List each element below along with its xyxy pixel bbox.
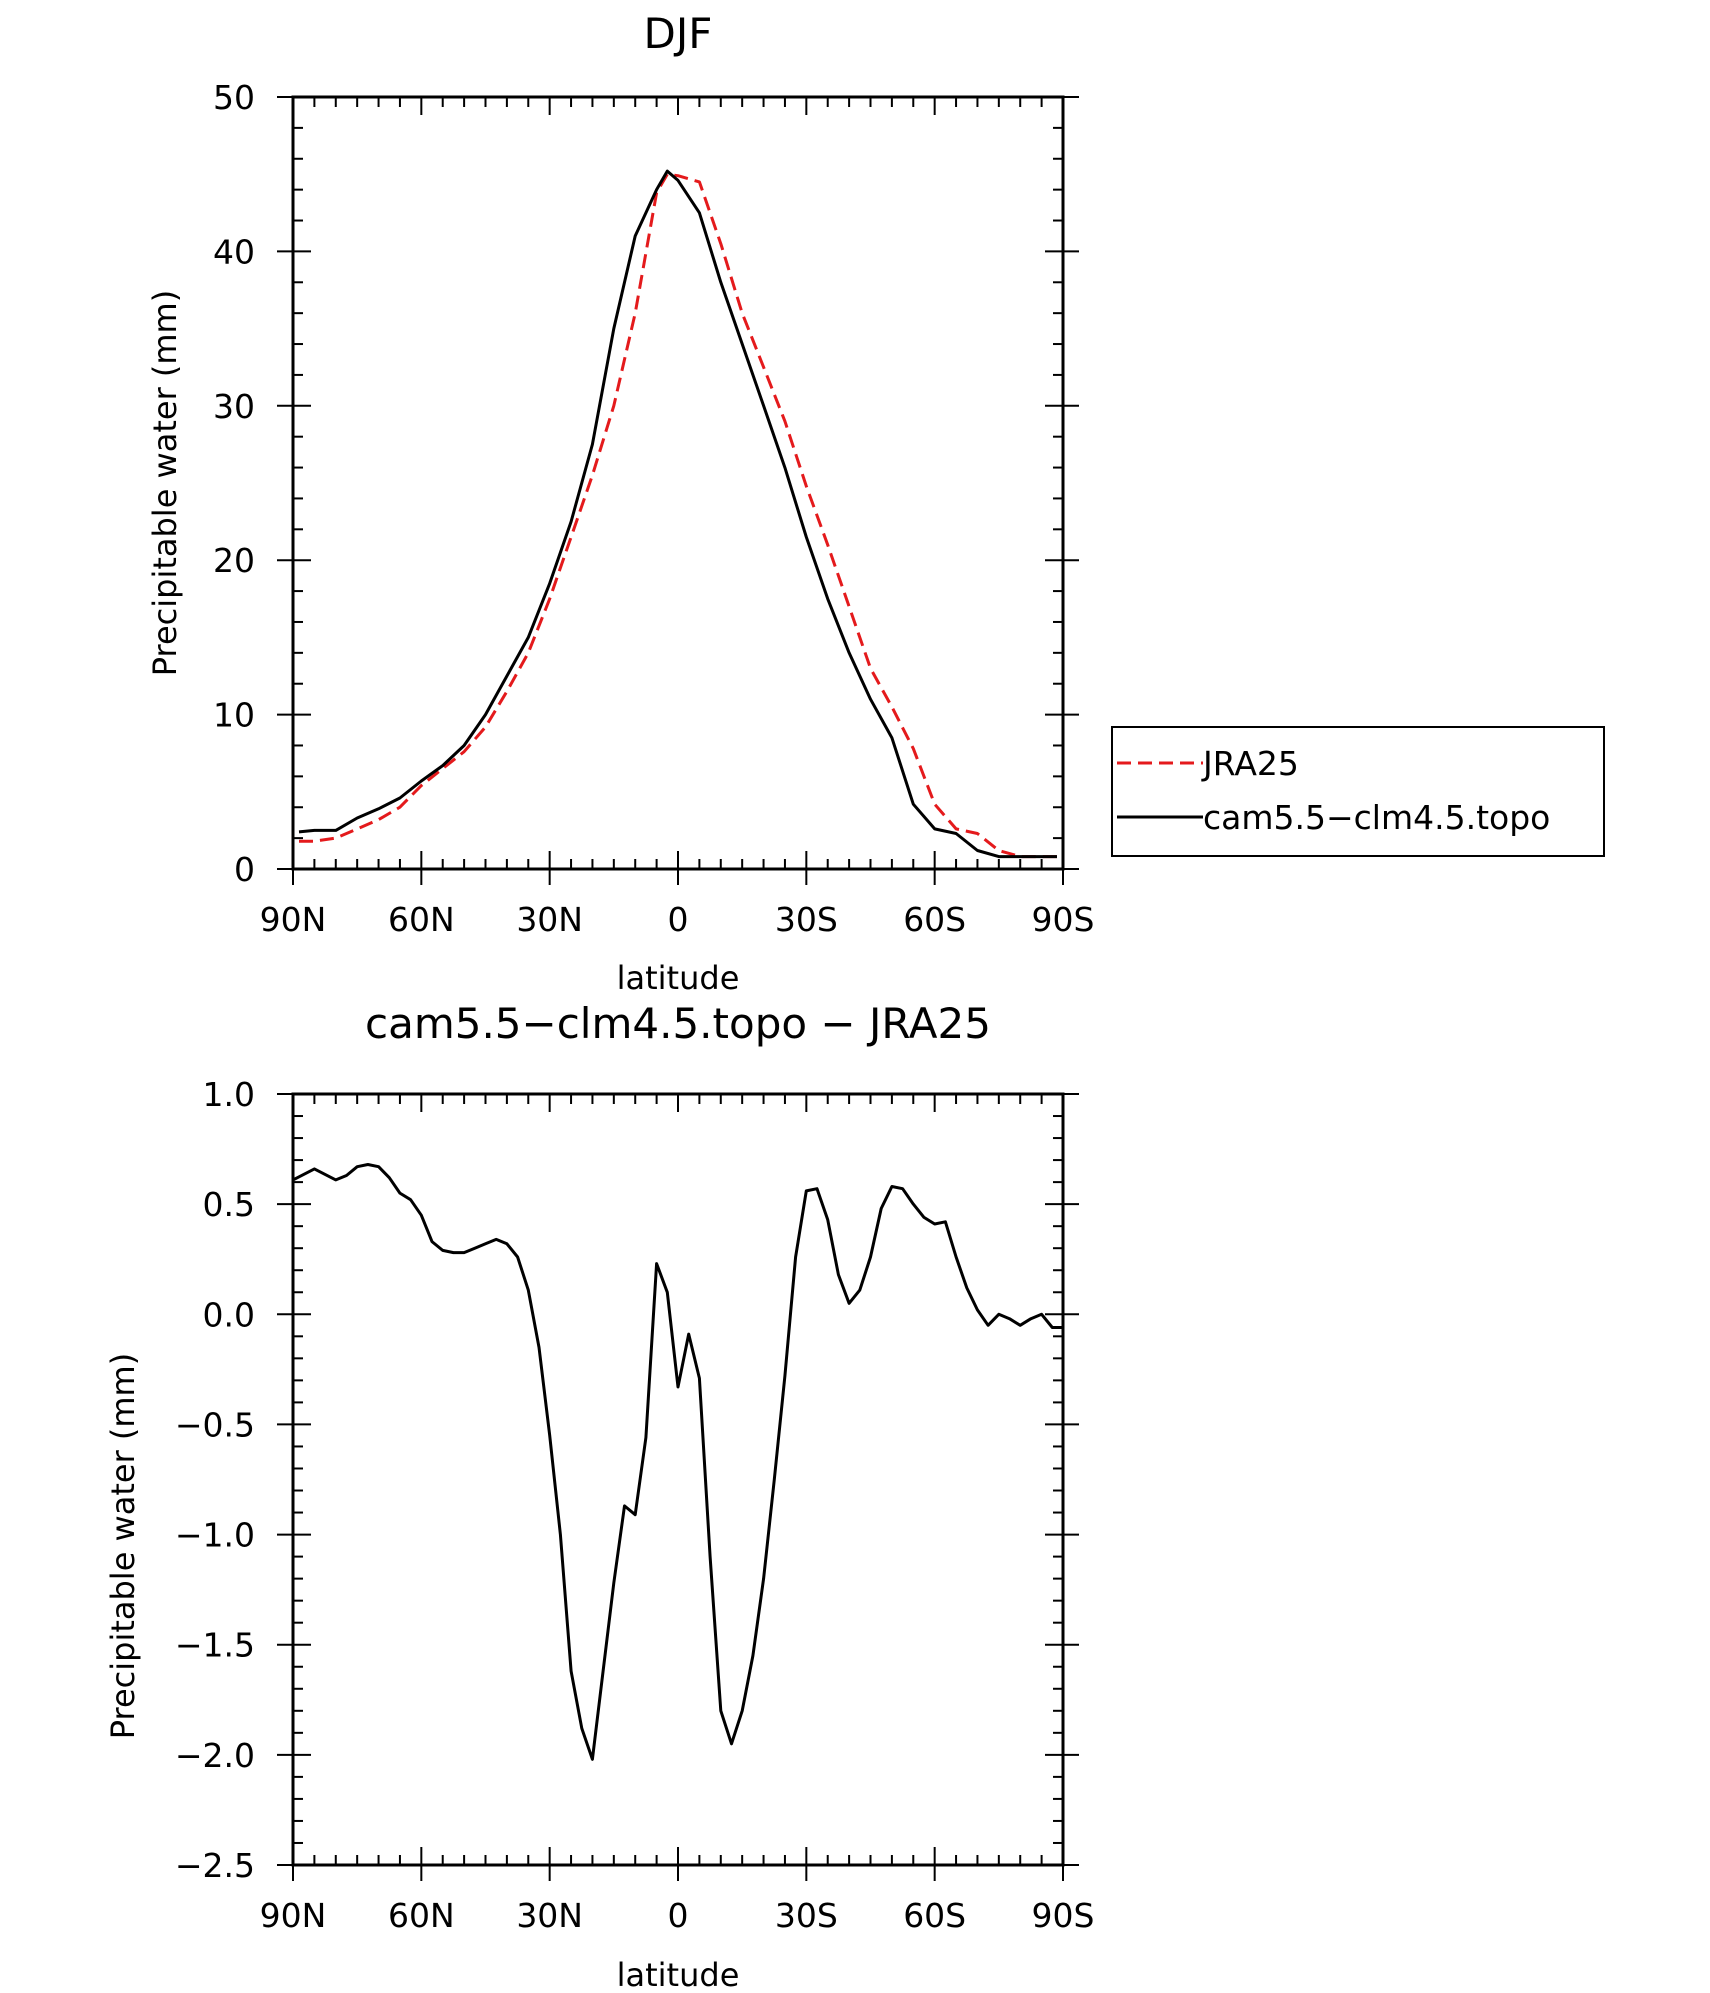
y-tick-label: −2.5 (175, 1846, 255, 1885)
top-chart-tick-labels: 90N 60N 30N 0 30S 60S 90S 0 10 20 30 40 50 (213, 78, 1094, 939)
x-tick-label: 60S (903, 1896, 966, 1935)
top-chart-series (298, 169, 1057, 859)
y-tick-label: 0 (234, 850, 255, 889)
x-tick-label: 60N (388, 900, 455, 939)
bottom-chart-ticks (277, 1093, 1079, 1881)
x-tick-label: 30N (516, 1896, 583, 1935)
x-tick-label: 90N (260, 900, 327, 939)
bottom-chart-tick-labels: 90N 60N 30N 0 30S 60S 90S −2.5 −2.0 −1.5 −1.0 −0.5 0… (175, 1075, 1095, 1935)
x-tick-label: 0 (668, 900, 689, 939)
y-tick-label: −1.0 (175, 1516, 255, 1555)
y-tick-label: 50 (213, 78, 255, 117)
legend-label-jra25: JRA25 (1201, 744, 1299, 783)
x-tick-label: 0 (668, 1896, 689, 1935)
x-tick-label: 90N (260, 1896, 327, 1935)
y-tick-label: −2.0 (175, 1736, 255, 1775)
top-chart-xlabel: latitude (617, 959, 740, 997)
legend-label-cam: cam5.5−clm4.5.topo (1203, 798, 1550, 837)
x-tick-label: 30S (775, 1896, 838, 1935)
bottom-chart-panel: cam5.5−clm4.5.topo − JRA25 Precipitable … (104, 999, 1094, 1993)
top-chart-panel: DJF Precipitable water (mm) latitude 90N… (146, 9, 1094, 997)
x-tick-label: 30S (775, 900, 838, 939)
series-line-jra25 (299, 172, 1057, 859)
series-line-cam5-5-clm4-5-topo (298, 169, 1057, 859)
bottom-chart-xlabel: latitude (617, 1956, 740, 1993)
x-tick-label: 90S (1032, 1896, 1095, 1935)
legend-box (1111, 726, 1605, 857)
y-tick-label: 40 (213, 232, 255, 271)
top-chart-plot-frame (291, 95, 1065, 871)
bottom-chart-title: cam5.5−clm4.5.topo − JRA25 (365, 999, 991, 1048)
bottom-chart-series (292, 1163, 1063, 1761)
x-tick-label: 60N (388, 1896, 455, 1935)
top-chart-ylabel: Precipitable water (mm) (146, 290, 184, 676)
y-tick-label: 20 (213, 541, 255, 580)
y-tick-label: 30 (213, 387, 255, 426)
y-tick-label: 1.0 (203, 1075, 255, 1114)
bottom-chart-plot-frame (291, 1092, 1065, 1867)
y-tick-label: −1.5 (175, 1626, 255, 1665)
y-tick-label: 0.0 (203, 1295, 255, 1334)
x-tick-label: 30N (516, 900, 583, 939)
x-tick-label: 60S (903, 900, 966, 939)
y-tick-label: −0.5 (175, 1405, 255, 1444)
top-chart-ticks (277, 96, 1079, 885)
bottom-chart-ylabel: Precipitable water (mm) (104, 1353, 142, 1739)
legend: JRA25 cam5.5−clm4.5.topo (1111, 726, 1605, 857)
y-tick-label: 10 (213, 696, 255, 735)
y-tick-label: 0.5 (203, 1185, 255, 1224)
top-chart-title: DJF (644, 9, 713, 58)
series-line-chart1-0 (292, 1163, 1063, 1761)
x-tick-label: 90S (1032, 900, 1095, 939)
